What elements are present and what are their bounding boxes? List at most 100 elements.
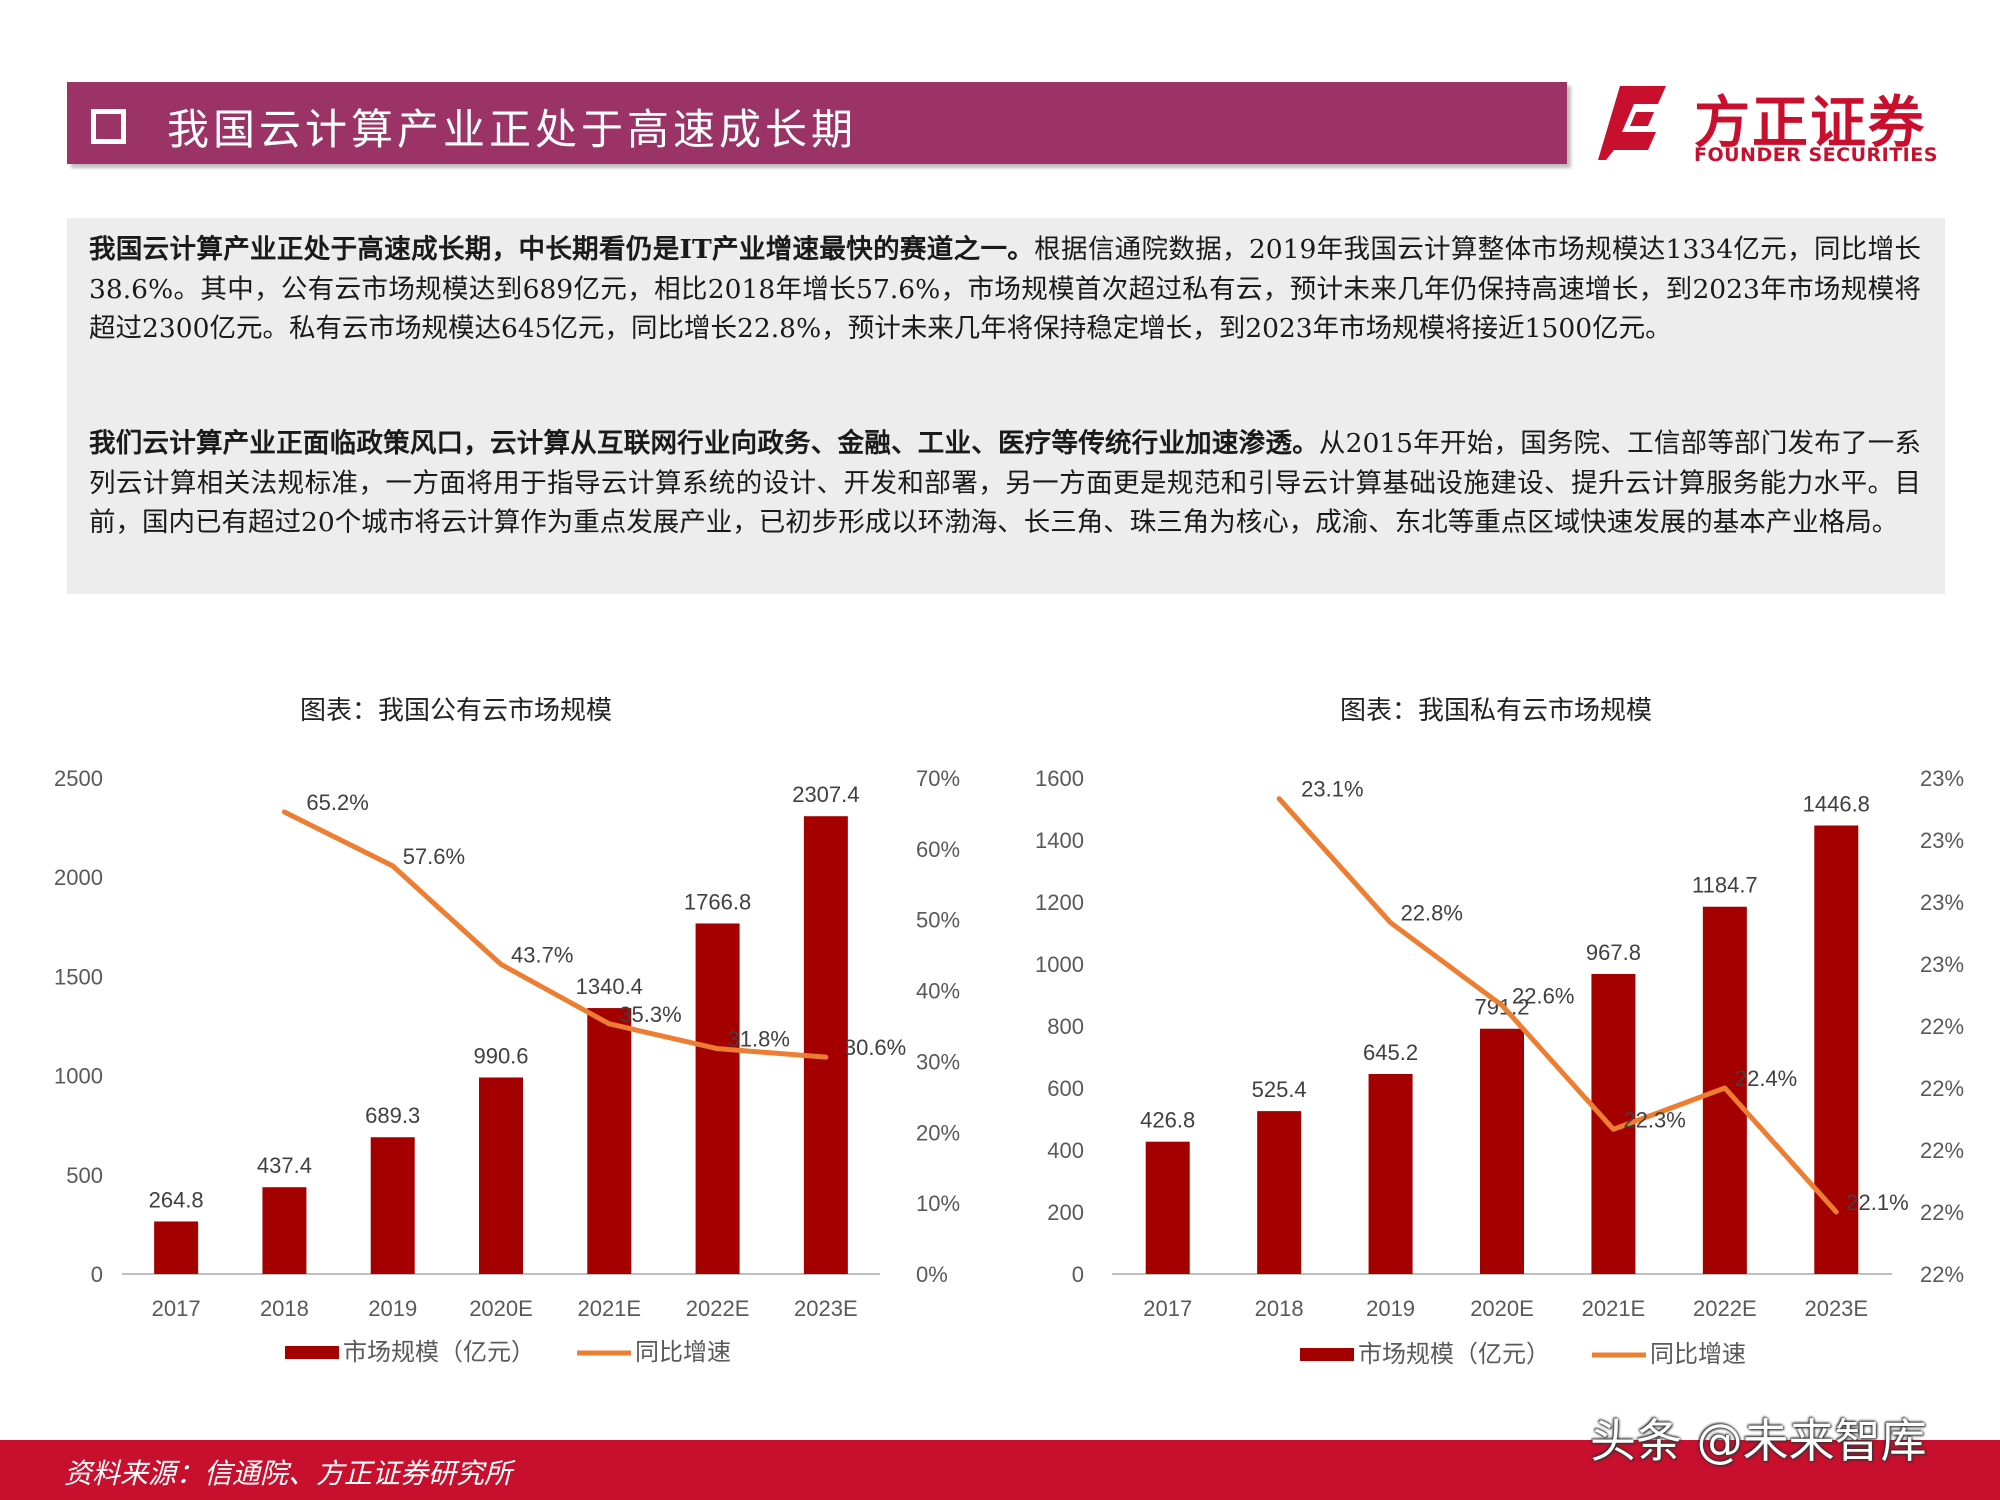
left-axis-tick-label: 1500 [54,964,103,989]
right-axis-tick-label: 40% [916,979,960,1004]
right-axis-tick-label: 22% [1920,1076,1964,1101]
line-value-label: 35.3% [619,1002,681,1027]
left-axis-tick-label: 500 [66,1163,103,1188]
legend-bar-swatch [285,1346,339,1359]
source-note: 资料来源：信通院、方正证券研究所 [64,1457,513,1490]
bar-value-label: 967.8 [1586,940,1641,965]
bar-value-label: 689.3 [365,1103,420,1128]
right-axis-tick-label: 22% [1920,1138,1964,1163]
line-value-label: 57.6% [403,844,465,869]
checkbox-square-icon [91,109,126,144]
bar [587,1008,632,1274]
watermark: 头条 @未来智库 [1590,1414,1927,1468]
right-axis-tick-label: 10% [916,1191,960,1216]
bar-value-label: 1766.8 [684,889,751,914]
line-value-label: 22.4% [1735,1066,1797,1091]
bar-value-label: 1446.8 [1803,791,1870,816]
x-axis-tick-label: 2020E [1470,1296,1534,1321]
bar [262,1187,307,1274]
line-value-label: 22.1% [1846,1190,1908,1215]
right-axis-tick-label: 30% [916,1049,960,1074]
x-axis-tick-label: 2021E [1582,1296,1646,1321]
bar-value-label: 264.8 [149,1187,204,1212]
x-axis-tick-label: 2017 [1143,1296,1192,1321]
line-value-label: 22.3% [1623,1107,1685,1132]
line-value-label: 30.6% [844,1035,906,1060]
bar [1368,1073,1413,1274]
left-axis-tick-label: 800 [1047,1014,1084,1039]
bar-value-label: 1340.4 [576,974,643,999]
summary-paragraph-2: 我们云计算产业正面临政策风口，云计算从互联网行业向政务、金融、工业、医疗等传统行… [89,424,1921,543]
x-axis-tick-label: 2019 [1366,1296,1415,1321]
growth-rate-line [1276,796,1839,1215]
chart-2-title: 图表：我国私有云市场规模 [1340,696,1653,726]
section-title-bar: 我国云计算产业正处于高速成长期 [67,82,1567,164]
bar-value-label: 990.6 [473,1043,528,1068]
summary-box: 我国云计算产业正处于高速成长期，中长期看仍是IT产业增速最快的赛道之一。根据信通… [67,218,1945,594]
legend-bar-swatch [1300,1348,1354,1361]
left-axis-tick-label: 1200 [1035,890,1084,915]
right-axis-tick-label: 23% [1920,890,1964,915]
paragraph-2-body: 从2015年开始，国务院、工信部等部门发布了一系列云计算相关法规标准，一方面将用… [89,428,1921,538]
legend-bar-label: 市场规模（亿元） [1358,1341,1550,1368]
x-axis-tick-label: 2023E [1804,1296,1868,1321]
x-axis-tick-label: 2018 [1255,1296,1304,1321]
right-axis-tick-label: 23% [1920,766,1964,791]
right-axis-tick-label: 22% [1920,1262,1964,1287]
chart-1-title: 图表：我国公有云市场规模 [300,696,613,726]
logo-english-text: FOUNDER SECURITIES [1694,144,1938,166]
footer-bar: 资料来源：信通院、方正证券研究所 [0,1440,2000,1500]
bar-value-label: 437.4 [257,1153,312,1178]
paragraph-1-body: 根据信通院数据，2019年我国云计算整体市场规模达1334亿元，同比增长38.6… [89,234,1921,344]
growth-rate-line [281,809,829,1060]
bar-value-label: 1184.7 [1692,873,1758,898]
left-axis-tick-label: 0 [1072,1262,1084,1287]
line-value-label: 43.7% [511,942,573,967]
x-axis-tick-label: 2022E [686,1296,750,1321]
right-axis-tick-label: 22% [1920,1014,1964,1039]
bar-value-label: 525.4 [1252,1077,1307,1102]
line-value-label: 23.1% [1301,777,1363,802]
left-axis-tick-label: 0 [91,1262,103,1287]
left-axis-tick-label: 1600 [1035,766,1084,791]
bar [1591,973,1636,1274]
bar [1702,906,1747,1274]
right-axis-tick-label: 23% [1920,828,1964,853]
right-axis-tick-label: 22% [1920,1200,1964,1225]
x-axis-tick-label: 2022E [1693,1296,1757,1321]
logo-chinese-text: 方正证券 [1694,91,1926,156]
bar [1480,1028,1524,1274]
bar [1145,1141,1190,1274]
right-axis-tick-label: 70% [916,766,960,791]
paragraph-2-lead: 我们云计算产业正面临政策风口，云计算从互联网行业向政务、金融、工业、医疗等传统行… [89,428,1319,459]
left-axis-tick-label: 600 [1047,1076,1084,1101]
bar [803,816,848,1274]
founder-securities-logo: 方正证券 FOUNDER SECURITIES [1598,80,1937,172]
left-axis-tick-label: 1000 [54,1064,103,1089]
legend-line-label: 同比增速 [635,1339,731,1366]
line-value-label: 65.2% [306,790,368,815]
bar [1814,825,1859,1274]
x-axis-tick-label: 2021E [577,1296,641,1321]
legend-line-label: 同比增速 [1650,1341,1746,1368]
right-axis-tick-label: 60% [916,837,960,862]
bar [695,923,740,1274]
line-value-label: 22.6% [1512,983,1574,1008]
left-axis-tick-label: 400 [1047,1138,1084,1163]
left-axis-tick-label: 2500 [54,766,103,791]
left-axis-tick-label: 1400 [1035,828,1084,853]
x-axis-tick-label: 2023E [794,1296,858,1321]
right-axis-tick-label: 20% [916,1120,960,1145]
bar-value-label: 2307.4 [792,782,859,807]
bar-value-label: 426.8 [1140,1108,1195,1133]
x-axis-tick-label: 2017 [152,1296,201,1321]
logo-mark-icon [1598,86,1666,160]
legend-bar-label: 市场规模（亿元） [343,1339,535,1366]
line-value-label: 31.8% [728,1027,790,1052]
bar [1257,1111,1302,1274]
paragraph-1-lead: 我国云计算产业正处于高速成长期，中长期看仍是IT产业增速最快的赛道之一。 [89,234,1035,265]
bar-value-label: 791.2 [1474,995,1529,1020]
bar [479,1077,523,1274]
bar [370,1137,415,1274]
x-axis-tick-label: 2020E [469,1296,533,1321]
